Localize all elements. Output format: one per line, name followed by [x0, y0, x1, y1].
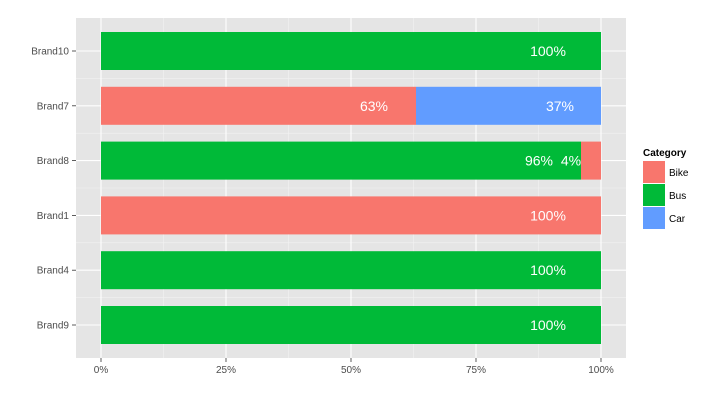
- bar-brand7-bike: [101, 86, 416, 125]
- legend-label-car: Car: [669, 214, 686, 225]
- bar-brand7-car: [416, 86, 601, 125]
- y-tick-label: Brand4: [37, 266, 70, 277]
- legend-label-bus: Bus: [669, 191, 686, 202]
- bar-brand4-bus: [101, 251, 601, 290]
- legend-title: Category: [643, 148, 687, 159]
- x-tick-label: 75%: [466, 365, 486, 376]
- bar-label: 63%: [360, 98, 388, 114]
- bar-label: 96%: [525, 153, 553, 169]
- bar-brand8-bike: [581, 141, 601, 180]
- bar-brand1-bike: [101, 196, 601, 235]
- bar-brand9-bus: [101, 306, 601, 344]
- bar-brand10-bus: [101, 32, 601, 70]
- bar-label: 37%: [546, 98, 574, 114]
- x-tick-label: 50%: [341, 365, 361, 376]
- bar-label: 100%: [530, 43, 566, 59]
- y-tick-label: Brand10: [31, 47, 69, 58]
- bar-brand8-bus: [101, 141, 581, 180]
- legend: Category Bike Bus Car: [643, 148, 689, 229]
- bar-label: 100%: [530, 262, 566, 278]
- legend-key-car: [643, 207, 665, 229]
- x-tick-label: 0%: [94, 365, 109, 376]
- x-tick-label: 25%: [216, 365, 236, 376]
- legend-items: Bike Bus Car: [643, 161, 689, 229]
- bar-label: 4%: [561, 153, 581, 169]
- bar-labels-group: 100% 63% 37% 96% 4% 100% 100% 100%: [360, 43, 581, 333]
- legend-label-bike: Bike: [669, 168, 689, 179]
- y-tick-label: Brand7: [37, 101, 70, 112]
- bar-label: 100%: [530, 207, 566, 223]
- legend-key-bus: [643, 184, 665, 206]
- x-tick-label: 100%: [588, 365, 614, 376]
- bars-group: [101, 32, 601, 344]
- y-axis: Brand10 Brand7 Brand8 Brand1 Brand4 Brand9: [31, 47, 76, 332]
- x-axis: 0% 25% 50% 75% 100%: [94, 358, 614, 376]
- legend-key-bike: [643, 161, 665, 183]
- bar-label: 100%: [530, 317, 566, 333]
- y-tick-label: Brand8: [37, 156, 70, 167]
- y-tick-label: Brand1: [37, 211, 70, 222]
- y-tick-label: Brand9: [37, 321, 70, 332]
